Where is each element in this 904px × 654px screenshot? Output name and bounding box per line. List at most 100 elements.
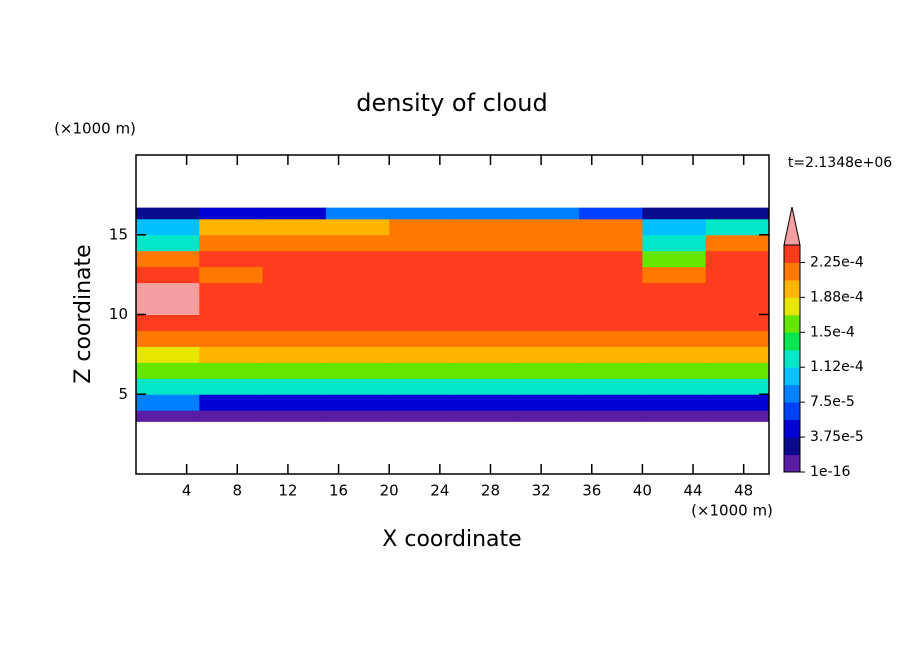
contour-cell [452,298,517,315]
contour-cell [136,234,200,252]
colorbar-band [784,332,800,351]
contour-cell [199,234,264,252]
colorbar-label: 7.5e-5 [810,394,855,410]
contour-cell [136,378,200,395]
contour-cell [515,207,580,220]
contour-cell [642,266,707,284]
colorbar-band [784,297,800,316]
contour-cell [452,378,517,395]
contour-cell [642,298,707,315]
contour-cell [705,207,770,220]
colorbar-band [784,419,800,438]
contour-cell [452,266,517,284]
colorbar-band [784,262,800,281]
contour-cell [262,394,327,411]
colorbar-band [784,349,800,368]
x-tick-label: 40 [633,482,652,500]
contour-cell [262,330,327,347]
contour-cell [262,298,327,315]
contour-cell [642,218,707,236]
colorbar-label: 1.88e-4 [810,289,864,305]
contour-cell [389,298,453,315]
contour-cell [579,250,643,268]
colorbar-band [784,367,800,386]
contour-cell [452,330,517,347]
contour-cell [199,314,264,331]
contour-cell [325,250,390,268]
contour-cell [389,250,453,268]
colorbar-band [784,314,800,333]
contour-cell [705,330,770,347]
x-tick-label: 4 [182,482,192,500]
x-tick-label: 16 [329,482,348,500]
contour-cell [642,378,707,395]
contour-cell [199,282,264,300]
contour-cell [705,282,770,300]
contour-cell [325,378,390,395]
contour-cell [452,410,517,422]
colorbar-label: 3.75e-5 [810,429,864,445]
contour-cell [515,298,580,315]
contour-cell [136,250,200,268]
contour-cell [452,394,517,411]
y-axis-title: Z coordinate [71,244,96,383]
chart-title: density of cloud [356,89,547,117]
contour-cell [262,378,327,395]
contour-cell [515,234,580,252]
contour-cell [262,314,327,331]
colorbar-band [784,245,800,263]
contour-cell [262,410,327,422]
x-tick-label: 36 [582,482,601,500]
contour-cell [705,362,770,379]
contour-cell [515,314,580,331]
x-tick-label: 48 [734,482,753,500]
contour-cell [389,207,453,220]
contour-cell [262,207,327,220]
contour-cell [452,314,517,331]
colorbar-label: 1e-16 [810,464,850,480]
colorbar-frame [783,244,801,473]
contour-cell [389,410,453,422]
contour-cell [515,378,580,395]
contour-cell [579,314,643,331]
colorbar-band [784,402,800,421]
contour-cell [515,362,580,379]
contour-cell [579,346,643,363]
contour-cell [579,234,643,252]
contour-cell [515,330,580,347]
contour-cell [452,282,517,300]
contour-cell [389,234,453,252]
contour-cell [452,346,517,363]
contour-cell [199,207,264,220]
contour-cell [705,346,770,363]
contour-cell [325,346,390,363]
contour-cell [389,218,453,236]
contour-cell [642,314,707,331]
contour-cell [515,346,580,363]
contour-cell [705,250,770,268]
contour-cell [136,298,200,315]
x-unit: (×1000 m) [691,502,773,520]
contour-cell [262,234,327,252]
contour-cell [389,378,453,395]
contour-cell [389,362,453,379]
contour-cell [515,266,580,284]
contour-cell [705,394,770,411]
contour-cell [642,362,707,379]
contour-cell [199,410,264,422]
x-tick-label: 44 [683,482,702,500]
contour-cell [452,362,517,379]
contour-cell [199,298,264,315]
contour-cell [579,266,643,284]
contour-cell [579,378,643,395]
contour-cell [199,394,264,411]
contour-cell [325,234,390,252]
contour-cell [515,410,580,422]
contour-cell [579,298,643,315]
contour-cell [579,362,643,379]
contour-cell [199,330,264,347]
contour-cell [642,330,707,347]
colorbar-over [783,206,801,246]
contour-cell [579,410,643,422]
contour-cell [325,394,390,411]
